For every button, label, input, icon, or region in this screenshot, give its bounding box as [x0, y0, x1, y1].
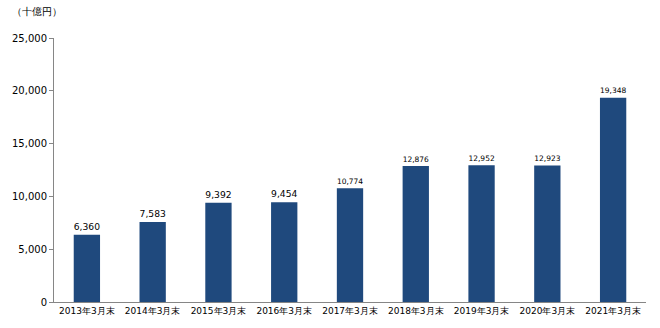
svg-text:2015年3月末: 2015年3月末 [191, 306, 247, 316]
svg-text:2014年3月末: 2014年3月末 [125, 306, 181, 316]
svg-text:2016年3月末: 2016年3月末 [256, 306, 312, 316]
svg-text:12,876: 12,876 [403, 155, 429, 164]
svg-text:0: 0 [41, 297, 47, 308]
svg-text:10,000: 10,000 [12, 191, 47, 202]
svg-text:9,454: 9,454 [271, 188, 297, 199]
svg-text:7,583: 7,583 [140, 208, 166, 219]
svg-text:（十億円）: （十億円） [12, 6, 62, 17]
svg-text:25,000: 25,000 [12, 33, 47, 44]
svg-text:15,000: 15,000 [12, 138, 47, 149]
svg-text:2013年3月末: 2013年3月末 [59, 306, 115, 316]
svg-text:9,392: 9,392 [205, 189, 231, 200]
svg-text:10,774: 10,774 [337, 177, 363, 186]
svg-text:19,348: 19,348 [600, 86, 626, 95]
svg-text:2021年3月末: 2021年3月末 [585, 306, 641, 316]
svg-text:2017年3月末: 2017年3月末 [322, 306, 378, 316]
svg-text:2019年3月末: 2019年3月末 [454, 306, 510, 316]
svg-text:6,360: 6,360 [74, 221, 100, 232]
svg-text:5,000: 5,000 [18, 244, 47, 255]
svg-text:2020年3月末: 2020年3月末 [520, 306, 576, 316]
svg-text:12,952: 12,952 [468, 154, 494, 163]
svg-text:12,923: 12,923 [534, 154, 560, 163]
svg-text:20,000: 20,000 [12, 85, 47, 96]
svg-text:2018年3月末: 2018年3月末 [388, 306, 444, 316]
